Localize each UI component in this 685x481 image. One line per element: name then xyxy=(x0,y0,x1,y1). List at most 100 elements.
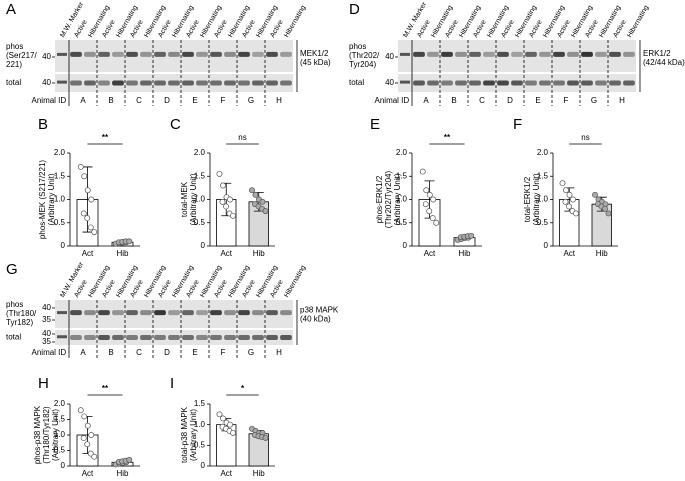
x-tick-label: Hib xyxy=(253,469,266,478)
data-point xyxy=(88,196,95,203)
y-tick-label: 0.5 xyxy=(194,218,206,227)
lane-label: Hibernating xyxy=(283,264,307,299)
y-tick-label: 1.5 xyxy=(396,171,408,180)
animal-id: B xyxy=(451,96,456,105)
x-tick-label: Act xyxy=(82,249,94,258)
blot-band xyxy=(280,51,292,57)
data-point xyxy=(77,407,84,414)
row-label: 221) xyxy=(6,60,22,69)
animal-id-label: Animal ID xyxy=(32,96,67,105)
y-tick-label: 2.0 xyxy=(54,148,66,157)
y-axis-label: total-ERK1/2 xyxy=(523,176,532,222)
blot-band xyxy=(224,51,236,57)
blot-band xyxy=(525,51,537,57)
blot-band xyxy=(427,51,439,57)
mw-label: 40 xyxy=(42,303,51,312)
blot-band xyxy=(280,335,292,340)
data-point xyxy=(84,422,91,429)
data-point xyxy=(81,413,88,420)
blot-band xyxy=(126,310,138,316)
blot-band xyxy=(182,310,194,316)
y-axis-label: phos-MEK (S217/221) xyxy=(38,160,47,239)
blot-band xyxy=(182,80,194,86)
y-axis-label: (Thr180/Tyr182) xyxy=(42,406,51,464)
blot-band xyxy=(581,80,593,86)
data-point xyxy=(252,191,259,198)
data-point xyxy=(84,187,91,194)
target-label: (45 kDa) xyxy=(300,58,331,67)
animal-id: C xyxy=(136,96,142,105)
animal-id: E xyxy=(535,96,540,105)
panel-letter: F xyxy=(513,116,522,133)
animal-id: D xyxy=(507,96,513,105)
blot-band xyxy=(525,80,537,86)
y-axis-label: total-p38 MAPK xyxy=(180,406,189,463)
significance-label: ns xyxy=(238,133,246,142)
blot-band xyxy=(609,80,621,86)
y-tick-label: 0 xyxy=(61,241,66,250)
data-point xyxy=(223,203,229,210)
data-point xyxy=(426,208,433,215)
x-tick-label: Act xyxy=(220,249,232,258)
significance-label: ** xyxy=(444,133,451,142)
mw-label: 40 xyxy=(42,78,51,87)
data-point xyxy=(84,441,91,448)
y-tick-label: 2.0 xyxy=(54,399,66,408)
data-point xyxy=(88,432,95,438)
y-tick-label: 1.0 xyxy=(194,420,206,429)
blot-band xyxy=(238,310,250,316)
blot-band xyxy=(280,80,292,86)
panel-letter: E xyxy=(370,116,380,133)
significance-label: ** xyxy=(102,133,109,142)
blot-band xyxy=(126,80,138,86)
y-tick-label: 0.5 xyxy=(54,218,66,227)
target-label: (40 kDa) xyxy=(300,315,331,324)
y-tick-label: 0 xyxy=(201,461,206,470)
y-axis-label: (Arbitrary Unit) xyxy=(51,409,60,461)
row-label: phos xyxy=(6,42,23,51)
y-tick-label: 0.5 xyxy=(396,218,408,227)
blot-band xyxy=(497,80,509,86)
blot-band xyxy=(441,51,453,57)
row-label: Tyr182) xyxy=(6,318,33,327)
blot-band xyxy=(84,335,96,340)
target-label: (42/44 kDa) xyxy=(643,58,685,67)
data-point xyxy=(262,208,269,215)
data-point xyxy=(468,232,475,239)
animal-id: B xyxy=(108,348,113,357)
blot-band xyxy=(483,51,495,57)
significance-label: ns xyxy=(581,133,589,142)
data-point xyxy=(227,421,233,428)
row-label: total xyxy=(6,78,21,87)
blot-strip xyxy=(55,300,293,328)
blot-band xyxy=(539,51,551,57)
y-axis-label: phos-ERK1/2 xyxy=(375,175,384,223)
data-point xyxy=(566,191,573,198)
blot-band xyxy=(266,51,278,57)
animal-id: A xyxy=(80,96,86,105)
data-point xyxy=(563,187,569,194)
marker-band xyxy=(57,335,67,339)
row-label: phos xyxy=(6,300,23,309)
x-tick-label: Hib xyxy=(596,249,609,258)
animal-id: H xyxy=(276,348,282,357)
data-point xyxy=(602,205,608,212)
blot-band xyxy=(623,51,635,57)
blot-band xyxy=(252,335,264,340)
marker-band xyxy=(57,80,67,84)
blot-band xyxy=(238,80,250,86)
animal-id: E xyxy=(192,96,197,105)
blot-band xyxy=(567,51,579,57)
row-label: (Thr202/ xyxy=(349,51,380,60)
y-tick-label: 2.0 xyxy=(396,148,408,157)
x-tick-label: Act xyxy=(220,469,232,478)
blot-band xyxy=(623,80,635,86)
y-tick-label: 1.0 xyxy=(537,195,549,204)
data-point xyxy=(423,187,430,194)
blot-band xyxy=(140,310,152,316)
data-point xyxy=(216,411,223,418)
data-point xyxy=(220,415,226,422)
y-tick-label: 0.5 xyxy=(537,218,549,227)
panel-letter: A xyxy=(6,1,16,18)
row-label: Tyr204) xyxy=(349,60,376,69)
